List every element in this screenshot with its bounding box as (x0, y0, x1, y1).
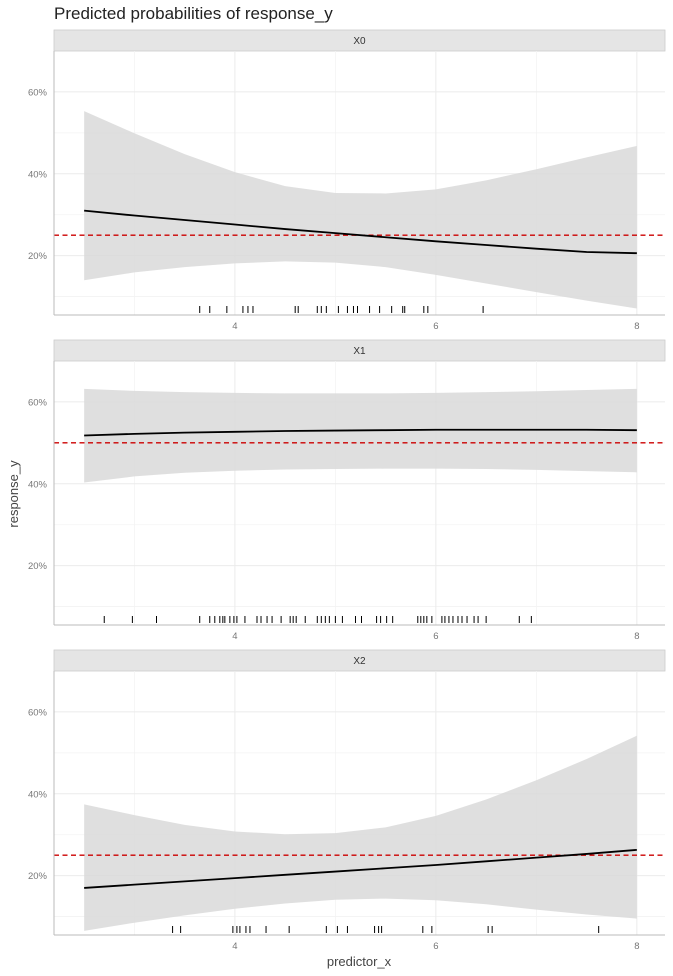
x-tick-label: 4 (232, 941, 237, 952)
predicted-line (84, 848, 637, 889)
confidence-band (84, 735, 637, 931)
confidence-band (84, 388, 637, 483)
x-axis-title: predictor_x (327, 954, 392, 969)
x-tick-label: 8 (634, 941, 639, 952)
panel-x2: X2 20% 40% 60% 4 6 8 (28, 649, 666, 952)
confidence-band (84, 111, 637, 309)
y-tick-label: 60% (28, 397, 48, 408)
y-tick-label: 20% (28, 871, 48, 882)
y-tick-label: 40% (28, 169, 48, 180)
y-tick-label: 60% (28, 707, 48, 718)
predicted-line (84, 428, 637, 437)
x-tick-label: 4 (232, 631, 237, 642)
facet-strip-label: X2 (353, 656, 366, 667)
facet-strip (53, 649, 666, 672)
y-tick-label: 20% (28, 251, 48, 262)
facet-strip-label: X1 (353, 346, 366, 357)
x-tick-label: 6 (433, 941, 438, 952)
panel-x1: X1 20% 40% 60% 4 6 8 (28, 339, 666, 642)
y-axis-title: response_y (6, 460, 21, 528)
facet-strip-label: X0 (353, 36, 366, 47)
x-tick-label: 8 (634, 631, 639, 642)
predicted-line (84, 209, 637, 255)
facet-panels: X0 20% 40% 60% 4 6 8 X1 20% 40% 60% 4 6 8 X2 20% 40% 60% 4… (28, 29, 666, 952)
y-tick-label: 60% (28, 87, 48, 98)
y-tick-label: 40% (28, 479, 48, 490)
x-tick-label: 8 (634, 321, 639, 332)
facet-strip (53, 339, 666, 362)
chart-title: Predicted probabilities of response_y (54, 4, 333, 23)
y-tick-label: 40% (28, 789, 48, 800)
panel-x0: X0 20% 40% 60% 4 6 8 (28, 29, 666, 332)
x-tick-label: 6 (433, 321, 438, 332)
facet-strip (53, 29, 666, 52)
y-tick-label: 20% (28, 561, 48, 572)
x-tick-label: 4 (232, 321, 237, 332)
x-tick-label: 6 (433, 631, 438, 642)
